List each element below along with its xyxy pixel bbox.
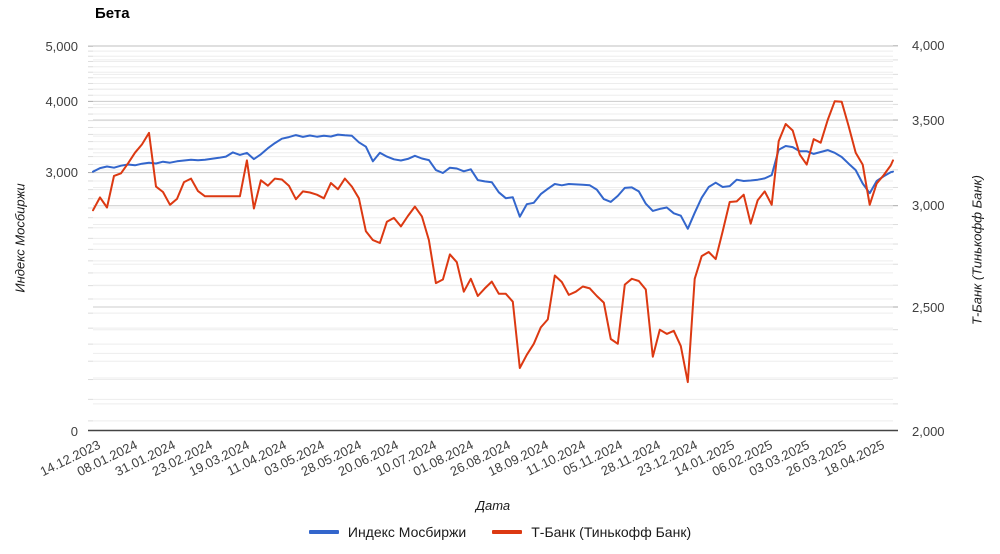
- legend-label-tbank: Т-Банк (Тинькофф Банк): [531, 524, 692, 540]
- chart-svg: [88, 45, 898, 432]
- y-axis-right-title: Т-Банк (Тинькофф Банк): [969, 175, 985, 325]
- legend: Индекс Мосбиржи Т-Банк (Тинькофф Банк): [0, 524, 1000, 540]
- plot-area: [87, 45, 899, 432]
- y-axis-left-tick-label: 3,000: [45, 165, 78, 181]
- x-axis-title: Дата: [475, 498, 511, 513]
- legend-swatch-moex: [308, 530, 339, 534]
- y-axis-left-tick-label: 4,000: [45, 93, 78, 109]
- y-axis-left-tick-label: 5,000: [45, 38, 78, 54]
- legend-swatch-tbank: [492, 530, 523, 534]
- y-axis-right-tick-label: 2,500: [912, 299, 945, 315]
- chart-title: Бета: [95, 5, 130, 22]
- series-line-tbank: [92, 100, 894, 384]
- legend-item-tbank: Т-Банк (Тинькофф Банк): [492, 524, 691, 540]
- gridlines: [88, 45, 898, 432]
- y-axis-right-tick-label: 2,000: [912, 423, 945, 439]
- legend-item-moex: Индекс Мосбиржи: [308, 524, 467, 540]
- y-axis-left-title: Индекс Мосбиржи: [12, 183, 28, 293]
- series-line-moex: [92, 133, 894, 230]
- y-axis-right-tick-label: 3,500: [912, 112, 945, 128]
- legend-label-moex: Индекс Мосбиржи: [347, 524, 467, 540]
- y-axis-right-tick-label: 4,000: [912, 38, 945, 54]
- y-axis-right-tick-label: 3,000: [912, 198, 945, 214]
- y-axis-left-tick-label: 0: [70, 423, 78, 439]
